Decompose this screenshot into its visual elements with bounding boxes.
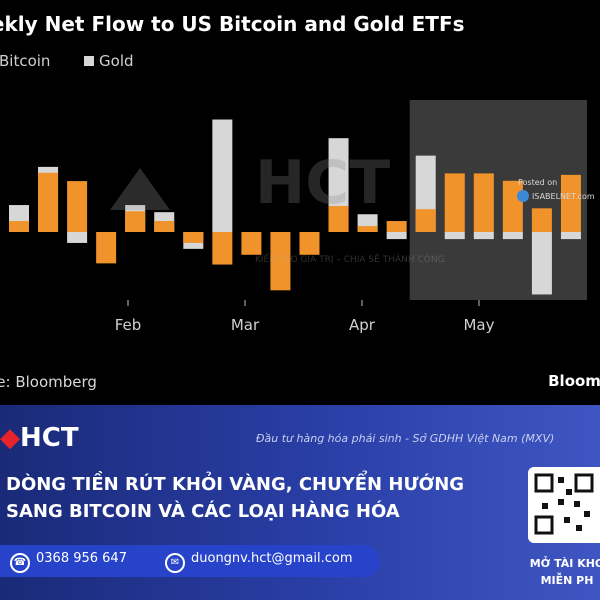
bar-bitcoin-w16: [444, 173, 465, 232]
email-icon: ✉: [165, 553, 185, 573]
x-axis-ticks: Feb Mar Apr May: [115, 300, 495, 334]
bar-bitcoin-w17: [473, 173, 494, 232]
highlight-region: [409, 100, 587, 300]
watermark-logo: HCT: [255, 148, 390, 218]
phone-icon: ☎: [10, 553, 30, 573]
chart-bars: [9, 119, 581, 295]
bar-bitcoin-w9: [241, 232, 262, 255]
posted-on-label: Posted on: [518, 178, 557, 187]
watermark: HCT KIẾN TẠO GIÁ TRỊ – CHIA SẺ THÀNH CÔN…: [110, 148, 445, 265]
bar-gold-w14: [386, 232, 407, 240]
x-tick-label: Feb: [115, 316, 142, 334]
bar-gold-w18: [502, 232, 523, 240]
bar-bitcoin-w11: [299, 232, 320, 255]
bar-bitcoin-w18: [502, 180, 523, 232]
bar-bitcoin-w4: [96, 232, 117, 264]
legend-label-bitcoin: Bitcoin: [0, 52, 51, 70]
headline-line-2: SANG BITCOIN VÀ CÁC LOẠI HÀNG HÓA: [6, 501, 400, 522]
qr-code-icon[interactable]: [528, 467, 600, 543]
bar-bitcoin-w15: [415, 209, 436, 232]
bar-bitcoin-w8: [212, 232, 233, 265]
bar-bitcoin-w19: [531, 208, 552, 232]
promo-banner: ◆HCT Đầu tư hàng hóa phái sinh - Sở GDHH…: [0, 405, 600, 600]
bar-bitcoin-w20: [560, 174, 581, 232]
banner-headline: DÒNG TIỀN RÚT KHỎI VÀNG, CHUYỂN HƯỚNG SA…: [6, 471, 506, 525]
contact-bar: [0, 545, 380, 577]
x-tick-label: May: [463, 316, 494, 334]
bar-gold-w16: [444, 232, 465, 240]
banner-tagline: Đầu tư hàng hóa phái sinh - Sở GDHH Việt…: [256, 432, 555, 445]
legend-swatch-gold: [84, 56, 95, 66]
chart-panel: Weekly Net Flow to US Bitcoin and Gold E…: [0, 0, 600, 405]
bar-bitcoin-w1: [9, 221, 29, 232]
bar-bitcoin-w5: [125, 211, 146, 232]
bar-gold-w3: [67, 232, 88, 243]
bar-bitcoin-w14: [386, 221, 407, 232]
bar-bitcoin-w2: [38, 172, 59, 232]
cta-line-1: MỞ TÀI KHO: [529, 557, 600, 570]
bar-gold-w8: [212, 119, 233, 232]
bar-bitcoin-w6: [154, 221, 175, 232]
qr-code-graphic: [534, 473, 594, 535]
cta-text[interactable]: MỞ TÀI KHO MIỄN PH: [527, 555, 600, 589]
watermark-logo-shape: [110, 168, 170, 210]
chart-brand: Bloomberg: [548, 372, 600, 390]
legend-label-gold: Gold: [99, 52, 134, 70]
hct-logo: ◆HCT: [0, 423, 79, 453]
bar-bitcoin-w3: [67, 181, 88, 232]
x-tick-label: Mar: [231, 316, 260, 334]
x-tick-label: Apr: [349, 316, 376, 334]
posted-site-label: ISABELNET.com: [532, 192, 595, 201]
chart-title: Weekly Net Flow to US Bitcoin and Gold E…: [0, 12, 465, 36]
cta-line-2: MIỄN PH: [540, 574, 594, 587]
bar-gold-w19: [531, 232, 552, 295]
globe-icon: [517, 190, 529, 202]
bar-gold-w20: [560, 232, 581, 240]
bar-bitcoin-w13: [357, 226, 378, 232]
chart-source: Source: Bloomberg: [0, 373, 97, 391]
headline-line-1: DÒNG TIỀN RÚT KHỎI VÀNG, CHUYỂN HƯỚNG: [6, 474, 465, 495]
bar-bitcoin-w7: [183, 232, 204, 243]
bar-bitcoin-w10: [270, 232, 291, 291]
watermark-text: KIẾN TẠO GIÁ TRỊ – CHIA SẺ THÀNH CÔNG: [255, 253, 445, 265]
bar-bitcoin-w12: [328, 205, 349, 232]
chart-legend: Bitcoin Gold: [0, 52, 134, 70]
contact-phone[interactable]: ☎ 0368 956 647: [10, 551, 127, 573]
contact-email[interactable]: ✉ duongnv.hct@gmail.com: [165, 551, 352, 573]
chart-plot: Feb Mar Apr May HCT KIẾN TẠO GIÁ TRỊ – CHIA…: [9, 100, 595, 334]
bar-gold-w17: [473, 232, 494, 240]
